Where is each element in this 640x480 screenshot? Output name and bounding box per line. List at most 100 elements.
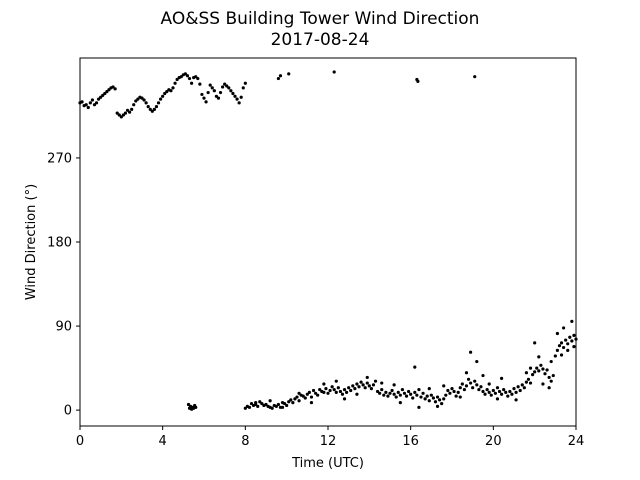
data-point	[338, 389, 342, 394]
data-point	[210, 86, 214, 90]
data-point	[186, 402, 191, 407]
data-point	[307, 390, 311, 394]
data-point	[363, 386, 367, 390]
data-point	[435, 395, 440, 399]
data-point	[475, 359, 479, 364]
data-point	[169, 89, 173, 93]
data-point	[212, 89, 216, 93]
data-point	[562, 326, 566, 330]
data-point	[92, 103, 97, 107]
data-point	[309, 401, 314, 405]
data-point	[289, 398, 293, 402]
data-point	[214, 94, 218, 98]
data-point	[86, 105, 90, 110]
data-point	[314, 391, 318, 395]
data-point	[324, 387, 328, 391]
data-point	[270, 406, 274, 410]
data-point	[146, 104, 150, 109]
data-point	[115, 111, 119, 115]
data-point	[285, 403, 289, 408]
data-point	[342, 397, 347, 401]
data-point	[495, 397, 500, 401]
data-point	[287, 72, 291, 76]
data-point	[566, 348, 570, 352]
data-point	[415, 393, 419, 397]
data-point	[123, 111, 128, 115]
data-point	[183, 72, 187, 76]
data-point	[196, 76, 200, 81]
x-axis-label: Time (UTC)	[291, 456, 364, 471]
data-point	[357, 385, 361, 389]
data-point	[481, 373, 485, 378]
data-point	[559, 341, 564, 345]
data-point	[225, 84, 229, 88]
data-point	[520, 383, 524, 387]
data-point	[163, 91, 167, 96]
data-point	[303, 396, 307, 400]
data-point	[416, 79, 420, 83]
data-point	[508, 389, 512, 394]
data-point	[510, 392, 514, 396]
data-point	[473, 379, 477, 383]
data-point	[194, 405, 198, 409]
data-point	[241, 86, 245, 90]
data-point	[231, 91, 235, 96]
data-point	[429, 393, 433, 397]
data-point	[233, 94, 237, 98]
data-point	[460, 382, 464, 386]
data-point	[547, 375, 551, 380]
data-point	[134, 99, 138, 103]
data-point	[392, 392, 396, 396]
data-point	[84, 103, 88, 107]
data-point	[293, 397, 297, 401]
data-point	[570, 319, 574, 323]
data-point	[140, 96, 144, 100]
data-point	[365, 381, 369, 385]
data-point	[229, 89, 233, 93]
data-point	[425, 394, 429, 398]
data-point	[365, 375, 369, 380]
data-point	[204, 100, 208, 104]
data-point	[264, 402, 268, 407]
data-point	[336, 386, 340, 390]
data-point	[223, 82, 227, 86]
data-point	[452, 389, 456, 394]
data-point	[557, 344, 562, 348]
data-point	[148, 107, 152, 111]
data-point	[431, 396, 435, 400]
data-point	[111, 85, 115, 89]
data-point	[128, 110, 132, 114]
data-point	[190, 81, 194, 85]
data-point	[291, 401, 295, 405]
data-point	[541, 367, 545, 371]
data-point	[570, 339, 574, 343]
data-point	[125, 108, 130, 112]
data-point	[101, 93, 105, 97]
data-point	[427, 399, 431, 403]
data-point	[113, 87, 117, 91]
data-point	[537, 355, 541, 359]
x-tick-label: 8	[241, 434, 249, 449]
data-point	[572, 345, 576, 349]
data-point	[359, 380, 363, 384]
data-point	[340, 392, 345, 396]
data-point	[456, 390, 460, 394]
data-point	[504, 390, 508, 394]
data-point	[435, 404, 440, 408]
data-point	[413, 390, 417, 394]
data-point	[105, 90, 109, 94]
data-point	[386, 394, 390, 398]
data-point	[400, 387, 404, 392]
data-point	[367, 384, 371, 388]
data-point	[249, 401, 254, 406]
data-point	[227, 86, 231, 90]
data-point	[491, 388, 495, 393]
data-point	[547, 386, 551, 390]
data-point	[483, 392, 487, 396]
data-point	[332, 70, 336, 74]
data-point	[103, 91, 107, 96]
data-point	[247, 405, 252, 409]
data-point	[409, 392, 413, 396]
data-point	[150, 109, 154, 113]
data-point	[171, 86, 175, 90]
